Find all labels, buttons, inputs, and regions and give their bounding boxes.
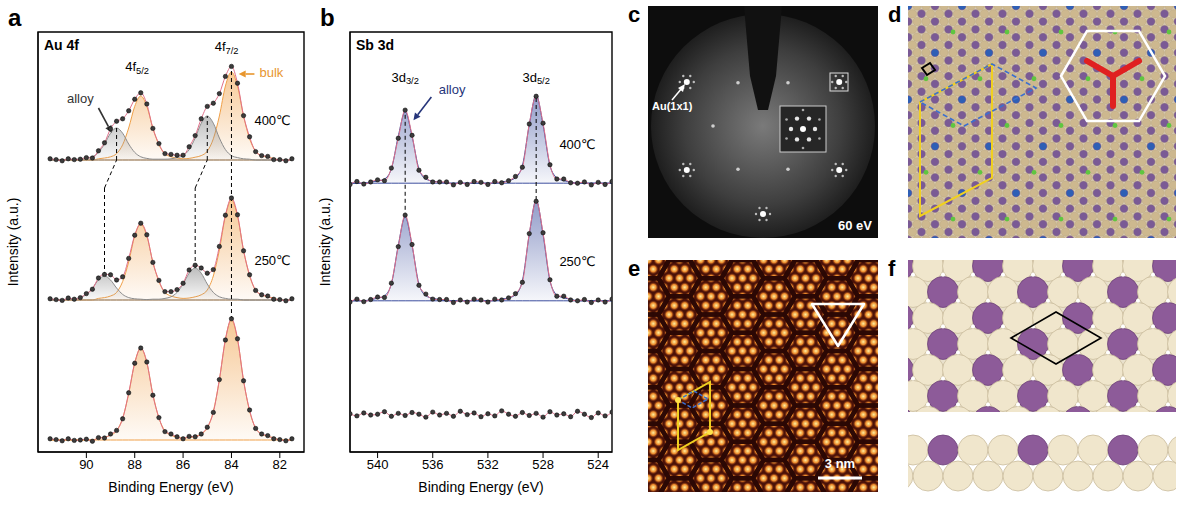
html-text:c: c [628,2,641,27]
svg-text:250℃: 250℃ [254,253,290,268]
svg-text:Binding Energy (eV): Binding Energy (eV) [418,479,543,495]
svg-text:84: 84 [224,457,238,472]
svg-text:4f7/2: 4f7/2 [215,39,239,56]
svg-text:86: 86 [176,457,190,472]
svg-text:540: 540 [367,457,389,472]
svg-text:Au 4f: Au 4f [44,37,79,53]
svg-text:3 nm: 3 nm [825,456,855,471]
svg-text:528: 528 [532,457,554,472]
svg-text:88: 88 [127,457,141,472]
html-text:e: e [628,256,641,281]
html-text:f: f [888,256,896,281]
svg-text:90: 90 [79,457,93,472]
svg-text:alloy: alloy [67,91,94,106]
svg-text:400℃: 400℃ [254,113,290,128]
svg-text:4f5/2: 4f5/2 [125,59,149,76]
svg-text:Intensity (a.u.): Intensity (a.u.) [5,198,21,287]
svg-text:60 eV: 60 eV [838,218,872,233]
svg-text:82: 82 [273,457,287,472]
svg-text:bulk: bulk [259,65,283,80]
svg-text:536: 536 [422,457,444,472]
svg-text:Au(1x1): Au(1x1) [652,100,693,112]
svg-text:3d3/2: 3d3/2 [391,70,418,87]
svg-text:532: 532 [477,457,499,472]
html-text:d: d [888,2,902,27]
svg-text:alloy: alloy [439,82,466,97]
svg-text:3d5/2: 3d5/2 [522,70,549,87]
html-text:b: b [320,4,335,31]
html-text:a: a [8,4,22,31]
svg-text:Binding Energy (eV): Binding Energy (eV) [108,479,233,495]
svg-text:Intensity (a.u.): Intensity (a.u.) [317,198,333,287]
svg-text:524: 524 [587,457,609,472]
svg-text:250℃: 250℃ [559,254,595,269]
svg-text:400℃: 400℃ [559,137,595,152]
svg-text:Sb 3d: Sb 3d [356,37,394,53]
